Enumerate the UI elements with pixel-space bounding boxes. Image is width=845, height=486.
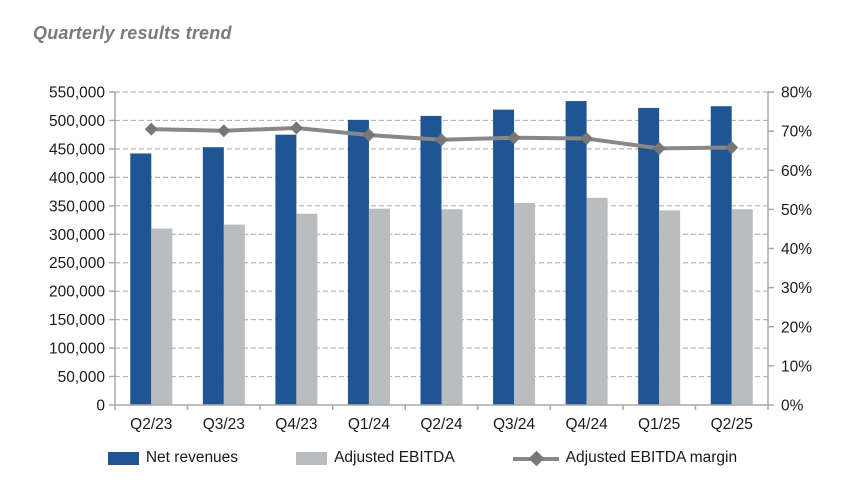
- left-axis-label: 250,000: [49, 255, 105, 272]
- bar-adjusted-ebitda-Q1/24: [368, 208, 390, 405]
- left-axis-label: 350,000: [49, 198, 105, 215]
- ebitda-margin-line-swatch-icon: [512, 450, 559, 466]
- legend-item-adjusted-ebitda: Adjusted EBITDA: [296, 449, 455, 467]
- x-axis-label-Q4/24: Q4/24: [565, 416, 608, 433]
- right-axis-label: 40%: [781, 241, 812, 258]
- left-axis-label: 0: [96, 398, 105, 415]
- bar-net-revenues-Q3/24: [493, 109, 515, 405]
- bar-adjusted-ebitda-Q1/25: [659, 210, 681, 405]
- left-axis-label: 400,000: [49, 170, 105, 187]
- x-axis-label-Q3/24: Q3/24: [493, 416, 536, 433]
- x-axis-label-Q4/23: Q4/23: [275, 416, 317, 433]
- left-axis-label: 500,000: [49, 113, 105, 130]
- left-axis-label: 450,000: [49, 141, 105, 158]
- ebitda-margin-marker-Q4/23: [289, 121, 303, 135]
- legend-item-ebitda-margin: Adjusted EBITDA margin: [512, 449, 738, 467]
- quarterly-results-chart: 550,000 500,000 450,000 400,000 350,000 300,0…: [49, 85, 812, 434]
- ebitda-margin-marker-Q2/25: [725, 141, 739, 155]
- right-axis-label: 20%: [781, 319, 812, 336]
- ebitda-margin-marker-Q1/25: [652, 141, 666, 155]
- bar-adjusted-ebitda-Q4/23: [296, 213, 318, 405]
- ebitda-margin-marker-Q3/23: [217, 124, 231, 138]
- x-axis-label-Q1/24: Q1/24: [348, 416, 391, 433]
- chart-title: Quarterly results trend: [33, 23, 232, 43]
- bar-net-revenues-Q2/23: [130, 153, 152, 405]
- bar-net-revenues-Q4/23: [275, 134, 297, 405]
- left-axis-label: 200,000: [49, 284, 105, 301]
- ebitda-margin-marker-Q4/24: [580, 132, 594, 146]
- x-axis-label-Q2/23: Q2/23: [130, 416, 172, 433]
- left-axis-label: 150,000: [49, 312, 105, 329]
- left-axis-label: 100,000: [49, 341, 105, 358]
- bar-net-revenues-Q2/24: [420, 115, 442, 405]
- right-axis-label: 30%: [781, 280, 812, 297]
- ebitda-margin-marker-Q1/24: [362, 128, 376, 142]
- x-axis-label-Q1/25: Q1/25: [638, 416, 680, 433]
- right-axis-label: 10%: [781, 358, 812, 375]
- legend-label-adjusted-ebitda: Adjusted EBITDA: [334, 449, 455, 466]
- x-axis-label-Q2/25: Q2/25: [711, 416, 753, 433]
- bar-net-revenues-Q2/25: [710, 106, 732, 406]
- left-axis-label: 50,000: [58, 369, 106, 386]
- x-axis-label-Q3/23: Q3/23: [203, 416, 245, 433]
- bar-net-revenues-Q3/23: [202, 147, 224, 405]
- x-axis-label-Q2/24: Q2/24: [420, 416, 463, 433]
- bar-adjusted-ebitda-Q2/23: [151, 228, 173, 405]
- ebitda-margin-marker-Q2/24: [435, 133, 448, 147]
- bar-adjusted-ebitda-Q2/25: [731, 209, 753, 405]
- bar-adjusted-ebitda-Q3/23: [223, 224, 245, 405]
- right-axis-label: 70%: [781, 124, 812, 141]
- right-axis-label: 50%: [781, 202, 812, 219]
- left-axis-label: 550,000: [49, 85, 105, 102]
- ebitda-margin-marker-Q3/24: [507, 131, 521, 145]
- legend-label-net-revenues: Net revenues: [145, 449, 239, 466]
- legend-item-net-revenues: Net revenues: [107, 449, 239, 467]
- bar-adjusted-ebitda-Q2/24: [441, 209, 463, 405]
- bar-net-revenues-Q4/24: [565, 101, 587, 405]
- left-axis-label: 300,000: [49, 227, 105, 244]
- legend-label-ebitda-margin: Adjusted EBITDA margin: [565, 449, 738, 466]
- right-axis-label: 0%: [781, 398, 804, 415]
- bar-adjusted-ebitda-Q3/24: [514, 202, 536, 405]
- bar-net-revenues-Q1/24: [347, 119, 369, 406]
- ebitda-margin-marker-Q2/23: [144, 122, 158, 136]
- chart-legend: Net revenues Adjusted EBITDA Adjusted EB…: [0, 449, 845, 467]
- bar-net-revenues-Q1/25: [638, 107, 660, 406]
- right-axis-label: 80%: [781, 85, 812, 102]
- net-revenues-swatch-icon: [107, 451, 139, 465]
- adjusted-ebitda-swatch-icon: [296, 451, 328, 465]
- right-axis-label: 60%: [781, 163, 812, 180]
- bar-adjusted-ebitda-Q4/24: [586, 197, 608, 405]
